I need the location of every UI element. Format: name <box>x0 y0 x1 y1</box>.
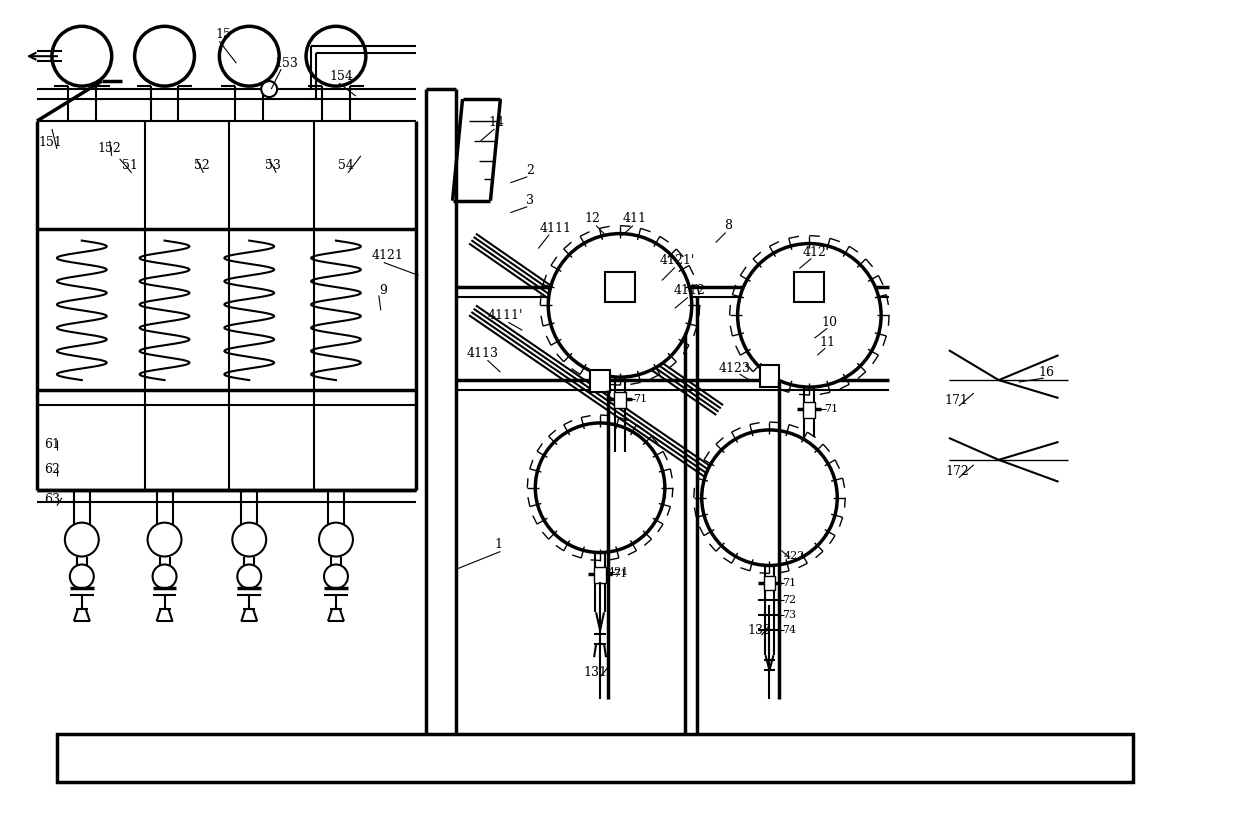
Circle shape <box>548 234 692 377</box>
Text: 412: 412 <box>802 246 826 259</box>
Text: 4123: 4123 <box>719 362 750 375</box>
Text: 1: 1 <box>495 538 502 551</box>
Text: 72: 72 <box>782 596 796 605</box>
Text: 14: 14 <box>489 116 505 130</box>
Text: 73: 73 <box>782 610 796 620</box>
Text: 2: 2 <box>526 164 534 178</box>
Circle shape <box>324 564 348 588</box>
Circle shape <box>319 523 353 557</box>
Text: 53: 53 <box>265 159 281 173</box>
Circle shape <box>237 564 262 588</box>
Text: 74: 74 <box>782 625 796 635</box>
Circle shape <box>232 523 267 557</box>
Text: 4112: 4112 <box>673 284 706 297</box>
Text: 8: 8 <box>724 219 732 232</box>
Bar <box>614 392 626 408</box>
Bar <box>764 577 775 591</box>
Text: 131: 131 <box>583 666 608 679</box>
Text: 11: 11 <box>820 335 836 349</box>
Text: 151: 151 <box>38 136 62 150</box>
Bar <box>760 365 780 387</box>
Text: 154: 154 <box>329 69 353 83</box>
Text: 421: 421 <box>608 567 629 577</box>
Text: 4121: 4121 <box>372 249 404 262</box>
Text: 15: 15 <box>216 28 232 40</box>
Bar <box>57 734 1133 781</box>
Text: 54: 54 <box>339 159 353 173</box>
Text: 61: 61 <box>43 439 60 451</box>
Text: 422: 422 <box>784 550 805 561</box>
Text: 132: 132 <box>748 624 771 637</box>
Text: 4111': 4111' <box>487 309 523 322</box>
Circle shape <box>153 564 176 588</box>
Circle shape <box>262 81 278 97</box>
Text: 171: 171 <box>945 393 968 406</box>
Text: 4111: 4111 <box>539 222 572 235</box>
Text: 4121': 4121' <box>660 254 696 267</box>
Text: 3: 3 <box>526 194 534 207</box>
Circle shape <box>52 26 112 86</box>
Text: 153: 153 <box>274 57 298 69</box>
Bar <box>594 567 606 583</box>
Text: 71: 71 <box>613 569 627 580</box>
Bar <box>795 273 825 302</box>
Circle shape <box>306 26 366 86</box>
Text: 9: 9 <box>379 284 387 297</box>
Circle shape <box>148 523 181 557</box>
Text: 52: 52 <box>193 159 210 173</box>
Text: 411: 411 <box>622 212 647 225</box>
Circle shape <box>64 523 99 557</box>
Text: 63: 63 <box>43 493 60 506</box>
Circle shape <box>69 564 94 588</box>
Text: 71: 71 <box>825 404 838 414</box>
Text: 71: 71 <box>632 394 647 404</box>
Text: 4113: 4113 <box>466 347 498 359</box>
Text: 62: 62 <box>43 463 60 477</box>
Bar <box>590 370 610 392</box>
Text: 16: 16 <box>1039 366 1054 378</box>
Circle shape <box>536 423 665 553</box>
Circle shape <box>219 26 279 86</box>
Text: 172: 172 <box>945 465 968 478</box>
Text: 71: 71 <box>782 578 796 588</box>
Circle shape <box>702 430 837 566</box>
Text: 10: 10 <box>821 316 837 329</box>
Bar <box>804 402 816 418</box>
Text: 12: 12 <box>584 212 600 225</box>
Text: 51: 51 <box>122 159 138 173</box>
Bar <box>605 273 635 302</box>
Circle shape <box>135 26 195 86</box>
Circle shape <box>738 244 882 387</box>
Text: 152: 152 <box>98 142 122 155</box>
